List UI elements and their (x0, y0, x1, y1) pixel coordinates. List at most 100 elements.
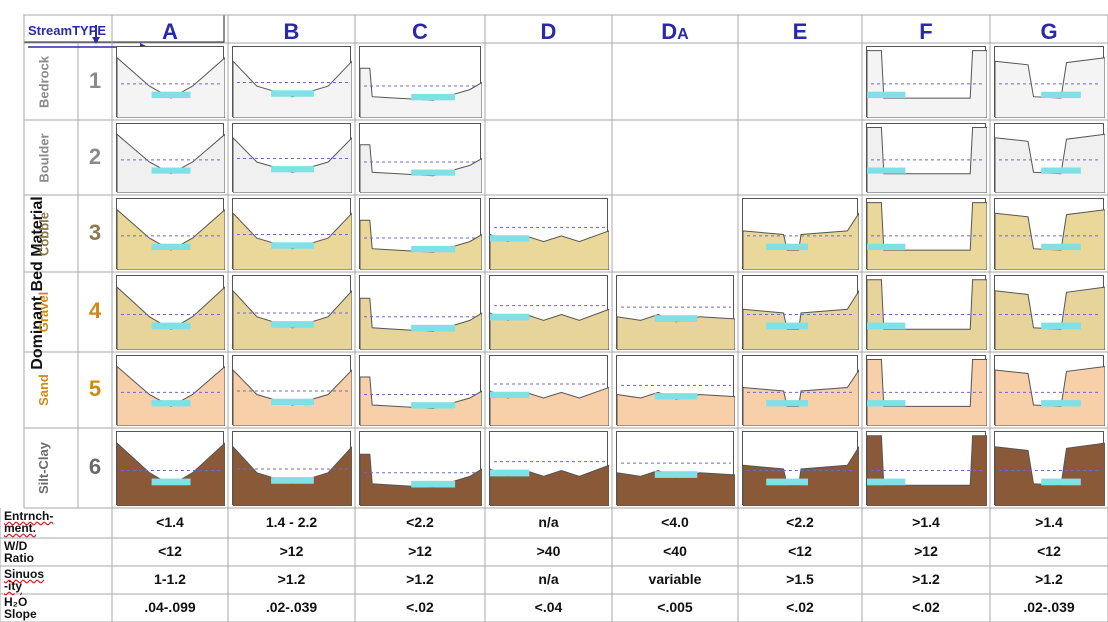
water-surface (1041, 400, 1081, 407)
channel-profile (490, 383, 609, 426)
metric-value: >1.2 (912, 571, 940, 587)
bed-material (117, 442, 225, 506)
bed-material (117, 133, 225, 193)
bed-material (867, 202, 987, 270)
channel-profile (233, 369, 352, 426)
material-number-4: 4 (88, 298, 102, 323)
metric-value: >1.2 (1035, 571, 1063, 587)
cross-section-d3 (489, 198, 609, 270)
bed-material (233, 369, 352, 426)
channel-profile (995, 209, 1105, 270)
metric-value: <4.0 (661, 514, 689, 530)
column-header-g: G (1040, 19, 1058, 44)
bed-material (360, 219, 482, 270)
metric-value: <.02 (786, 599, 814, 615)
channel-profile (360, 219, 482, 270)
channel-profile (743, 289, 859, 350)
water-surface (411, 169, 456, 176)
channel-profile (117, 442, 225, 506)
water-surface (271, 242, 314, 249)
cross-section-b2 (232, 123, 352, 193)
bed-material (360, 297, 482, 350)
material-name-cobble: Cobble (36, 211, 51, 256)
material-number-3: 3 (88, 219, 102, 245)
metric-value: <.04 (534, 599, 563, 615)
column-header-e: E (792, 19, 808, 44)
cross-section-c1 (359, 46, 482, 118)
cross-section-f4 (866, 275, 987, 350)
channel-profile (617, 306, 735, 350)
metric-value: n/a (538, 571, 559, 587)
channel-profile (233, 446, 352, 506)
bed-material (867, 359, 987, 426)
material-number-1: 1 (88, 67, 102, 93)
channel-profile (867, 50, 987, 118)
water-surface (766, 322, 808, 330)
water-surface (490, 235, 530, 242)
water-surface (490, 469, 530, 477)
cross-section-a2 (116, 123, 225, 193)
water-surface (654, 315, 698, 322)
cross-section-f5 (866, 355, 987, 426)
water-surface (654, 471, 698, 478)
bed-material (743, 369, 859, 426)
channel-profile (995, 365, 1105, 426)
material-name-bedrock: Bedrock (36, 55, 51, 108)
stream-type-header: StreamTYPE (28, 22, 138, 42)
bed-material (995, 442, 1105, 506)
column-header-da: DA (661, 19, 689, 44)
bed-material (360, 144, 482, 193)
water-surface (151, 91, 191, 99)
cross-section-e5 (742, 355, 859, 426)
cross-section-a4 (116, 275, 225, 350)
channel-profile (867, 202, 987, 270)
metric-value: variable (648, 571, 702, 587)
bed-material (117, 365, 225, 426)
metric-label-2: Sinuos -ity (4, 568, 108, 592)
column-header-c: C (412, 19, 428, 44)
channel-profile (360, 67, 482, 118)
material-name-silt-clay: Silt-Clay (36, 442, 51, 495)
water-surface (1041, 322, 1081, 330)
metric-value: <12 (788, 543, 812, 559)
metric-value: >1.2 (406, 571, 434, 587)
cross-section-f3 (866, 198, 987, 270)
cross-section-c6 (359, 431, 482, 506)
water-surface (867, 243, 906, 251)
cross-section-da5 (616, 355, 735, 426)
material-name-boulder: Boulder (36, 132, 51, 183)
bed-material (867, 50, 987, 118)
water-surface (867, 322, 906, 330)
cross-section-b6 (232, 431, 352, 506)
water-surface (271, 398, 314, 405)
metric-value: .02-.039 (1023, 599, 1075, 615)
channel-profile (360, 297, 482, 350)
metric-value: <2.2 (786, 514, 814, 530)
channel-profile (490, 226, 609, 270)
bed-material (233, 446, 352, 506)
water-surface (867, 400, 906, 407)
channel-profile (617, 384, 735, 426)
cross-section-c4 (359, 275, 482, 350)
bed-material (995, 57, 1105, 118)
channel-profile (490, 461, 609, 506)
cross-section-g3 (994, 198, 1105, 270)
cross-section-a6 (116, 431, 225, 506)
channel-profile (233, 137, 352, 193)
cross-section-c3 (359, 198, 482, 270)
water-surface (271, 477, 314, 484)
water-surface (411, 402, 456, 409)
channel-profile (995, 133, 1105, 193)
bed-material (360, 453, 482, 506)
bed-material (617, 391, 735, 426)
metric-value: >1.5 (786, 571, 814, 587)
material-name-gravel: Gravel (36, 291, 51, 333)
column-header-f: F (919, 19, 933, 44)
metric-value: n/a (538, 514, 559, 530)
metric-value: >12 (914, 543, 938, 559)
water-surface (271, 321, 314, 328)
bed-material (360, 67, 482, 118)
metric-value: <.005 (657, 599, 693, 615)
cross-section-d5 (489, 355, 609, 426)
cross-section-e6 (742, 431, 859, 506)
